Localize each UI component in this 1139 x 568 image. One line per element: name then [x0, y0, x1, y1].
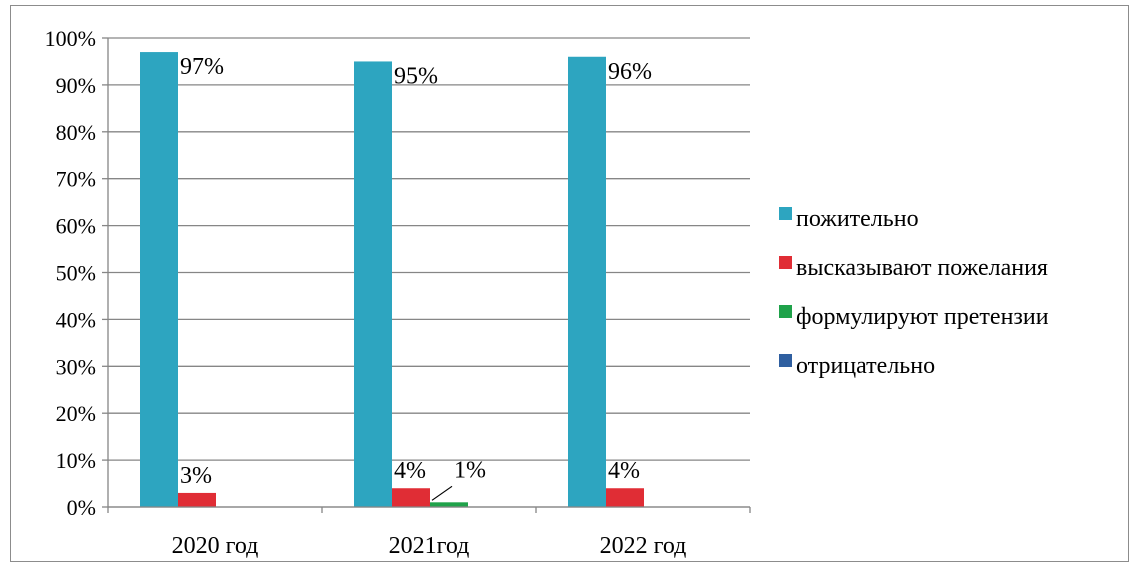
y-tick-label: 80% — [56, 120, 96, 145]
legend-label: пожительно — [796, 206, 919, 232]
x-tick-label: 2021год — [389, 533, 470, 559]
y-tick-label: 50% — [56, 261, 96, 286]
y-tick-label: 30% — [56, 354, 96, 379]
y-tick-label: 0% — [67, 495, 96, 520]
bar-2-2 — [392, 488, 430, 507]
legend-label: высказывают пожелания — [796, 255, 1048, 281]
data-label: 3% — [180, 463, 212, 489]
legend-swatch — [779, 354, 792, 367]
y-tick-label: 90% — [56, 73, 96, 98]
legend-label: формулируют претензии — [796, 304, 1049, 330]
legend-swatch — [779, 256, 792, 269]
data-label: 1% — [454, 457, 486, 483]
y-tick-label: 60% — [56, 214, 96, 239]
bars — [140, 52, 644, 507]
bar-3-2 — [430, 502, 468, 507]
x-tick-label: 2020 год — [172, 533, 259, 559]
legend: пожительно высказывают пожелания формулиру… — [779, 206, 1049, 379]
bar-1-3 — [568, 56, 606, 507]
bar-2-3 — [606, 488, 644, 507]
label-leader-line — [431, 485, 453, 501]
x-axis-ticks: 2020 год 2021год 2022 год — [172, 533, 687, 559]
data-label: 4% — [394, 458, 426, 484]
bar-2-1 — [178, 492, 216, 507]
y-axis-ticks: 0% 10% 20% 30% 40% 50% 60% 70% 80% 90% 100% — [45, 26, 96, 520]
y-tick-label: 10% — [56, 448, 96, 473]
bar-1-2 — [354, 61, 392, 507]
y-tick-label: 40% — [56, 307, 96, 332]
data-label: 96% — [608, 59, 652, 85]
data-label: 97% — [180, 54, 224, 80]
axes — [102, 37, 751, 513]
data-label: 4% — [608, 458, 640, 484]
x-tick-label: 2022 год — [600, 533, 687, 559]
legend-swatch — [779, 207, 792, 220]
bar-1-1 — [140, 52, 178, 507]
legend-swatch — [779, 305, 792, 318]
y-tick-label: 20% — [56, 401, 96, 426]
gridlines — [108, 37, 750, 508]
data-labels: 97% 95% 96% 3% 4% 4% 1% — [180, 54, 652, 501]
y-tick-label: 70% — [56, 167, 96, 192]
legend-label: отрицательно — [796, 353, 935, 379]
y-tick-label: 100% — [45, 26, 96, 51]
data-label: 95% — [394, 63, 438, 89]
